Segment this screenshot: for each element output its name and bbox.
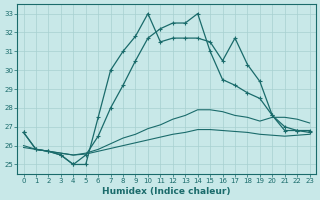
X-axis label: Humidex (Indice chaleur): Humidex (Indice chaleur)	[102, 187, 231, 196]
